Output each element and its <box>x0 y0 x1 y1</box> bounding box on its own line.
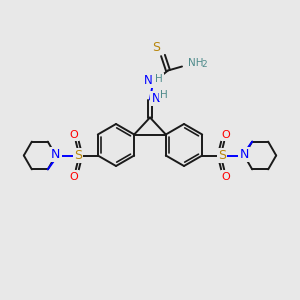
Text: H: H <box>155 74 163 85</box>
Text: N: N <box>152 92 160 105</box>
Text: S: S <box>218 149 226 162</box>
Text: 2: 2 <box>201 60 207 69</box>
Text: H: H <box>160 89 168 100</box>
Text: O: O <box>222 130 231 140</box>
Text: O: O <box>69 130 78 140</box>
Text: O: O <box>222 172 231 182</box>
Text: N: N <box>144 74 152 87</box>
Text: S: S <box>74 149 82 162</box>
Text: N: N <box>51 148 61 161</box>
Text: N: N <box>239 148 249 161</box>
Text: NH: NH <box>188 58 203 68</box>
Text: O: O <box>69 172 78 182</box>
Text: S: S <box>152 41 160 54</box>
